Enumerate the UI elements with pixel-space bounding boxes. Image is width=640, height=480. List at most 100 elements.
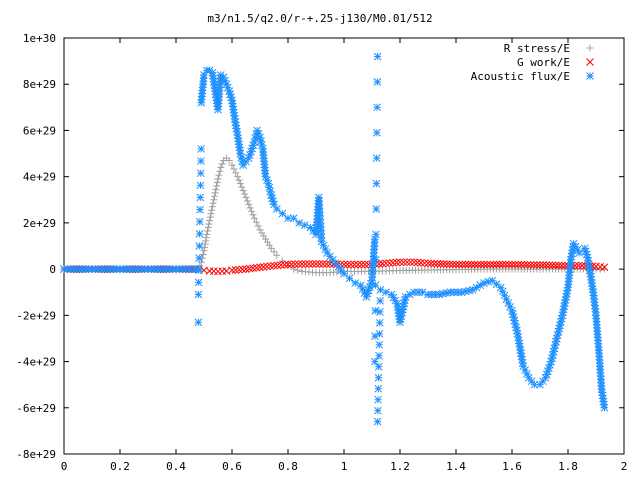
data-point xyxy=(254,222,262,230)
data-point xyxy=(498,287,507,296)
data-point xyxy=(305,260,313,268)
data-point xyxy=(212,185,220,193)
data-point xyxy=(213,178,221,186)
data-point xyxy=(218,160,226,168)
data-point xyxy=(294,266,302,274)
y-tick-label: -8e+29 xyxy=(16,448,56,461)
data-point xyxy=(424,259,432,268)
data-point xyxy=(501,260,510,269)
data-point xyxy=(195,266,203,275)
y-tick-label: 0 xyxy=(49,263,56,276)
data-point xyxy=(204,224,212,232)
data-point xyxy=(584,256,593,265)
data-point xyxy=(289,214,298,223)
data-point xyxy=(396,258,404,267)
chart-title: m3/n1.5/q2.0/r-+.25-j130/M0.01/512 xyxy=(207,12,432,25)
data-point xyxy=(376,297,385,305)
data-point xyxy=(217,163,225,171)
data-point xyxy=(483,260,491,269)
data-point xyxy=(492,260,501,269)
data-point xyxy=(545,261,554,270)
data-point xyxy=(520,260,529,269)
data-point xyxy=(263,262,271,271)
data-point xyxy=(373,417,382,426)
plot-frame xyxy=(63,37,625,455)
data-point xyxy=(252,218,260,226)
data-point xyxy=(442,260,451,268)
data-point xyxy=(406,258,415,267)
data-point xyxy=(378,259,387,268)
data-point xyxy=(542,261,551,269)
data-point xyxy=(234,173,242,181)
legend-marker xyxy=(586,58,594,66)
data-point xyxy=(213,182,221,190)
data-point xyxy=(270,261,278,270)
data-point xyxy=(575,249,584,257)
data-point xyxy=(486,260,495,269)
data-point xyxy=(256,226,264,234)
x-tick-label: 0.6 xyxy=(222,460,242,473)
data-point xyxy=(319,260,327,268)
data-point xyxy=(205,220,213,228)
data-point xyxy=(256,263,264,272)
data-point xyxy=(417,258,425,267)
x-axis-ticks: 0 0.2 0.4 0.6 0.8 1 1.2 1.4 1.6 1.8 2 xyxy=(61,38,627,473)
data-point xyxy=(539,261,547,269)
data-point xyxy=(206,213,214,221)
x-tick-label: 0 xyxy=(61,460,68,473)
data-point xyxy=(350,260,359,269)
data-point xyxy=(470,260,479,269)
data-point xyxy=(197,145,206,153)
legend-label: R stress/E xyxy=(504,42,570,55)
data-point xyxy=(508,260,516,269)
data-point xyxy=(246,204,254,212)
data-point xyxy=(578,261,586,270)
data-point xyxy=(258,229,266,237)
data-point xyxy=(196,205,204,214)
legend-label: G work/E xyxy=(517,56,570,69)
data-point xyxy=(194,290,203,299)
data-point xyxy=(196,169,205,178)
data-point xyxy=(202,234,210,242)
data-point xyxy=(468,286,477,294)
data-point xyxy=(245,200,253,208)
data-point xyxy=(235,265,243,274)
data-point xyxy=(427,290,436,299)
data-point xyxy=(316,219,325,227)
data-point xyxy=(263,176,271,184)
series-acoustic-flux-e xyxy=(60,52,609,426)
data-point xyxy=(385,259,394,267)
data-point xyxy=(195,242,204,250)
y-tick-label: -2e+29 xyxy=(16,309,56,322)
data-point xyxy=(316,215,325,224)
data-point xyxy=(533,261,541,269)
data-point xyxy=(238,265,247,274)
data-point xyxy=(477,260,485,269)
data-point xyxy=(301,260,310,268)
data-point xyxy=(374,384,383,393)
data-point xyxy=(209,199,217,207)
data-point xyxy=(272,205,281,213)
data-point xyxy=(548,261,557,270)
data-point xyxy=(357,260,366,269)
data-point xyxy=(203,230,211,238)
data-point xyxy=(523,260,532,269)
data-point xyxy=(196,193,205,202)
data-point xyxy=(215,171,223,179)
data-point xyxy=(403,258,411,267)
data-point xyxy=(354,260,362,269)
data-point xyxy=(600,263,609,272)
data-point xyxy=(298,260,306,268)
y-tick-label: -4e+29 xyxy=(16,356,56,369)
data-point xyxy=(340,269,348,278)
y-tick-label: 1e+30 xyxy=(23,32,56,45)
data-point xyxy=(492,280,501,288)
data-point xyxy=(473,260,482,269)
data-point xyxy=(410,258,418,267)
y-tick-label: 4e+29 xyxy=(23,171,56,184)
data-point xyxy=(228,266,236,275)
data-point xyxy=(371,256,380,264)
data-point xyxy=(420,259,429,267)
